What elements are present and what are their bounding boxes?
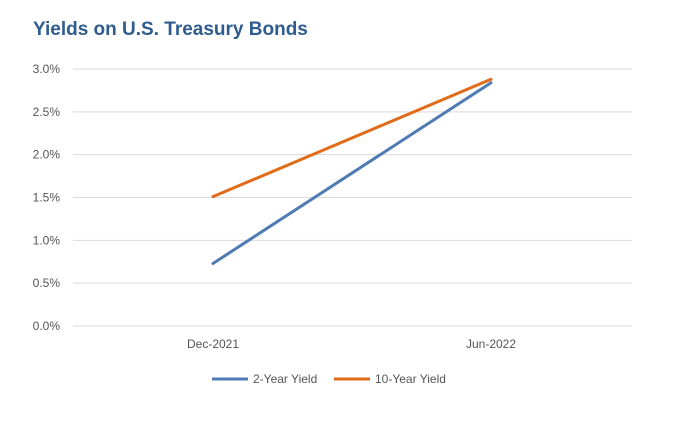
y-axis-ticks: 0.0% 0.5% 1.0% 1.5% 2.0% 2.5% 3.0% — [33, 62, 61, 333]
grid-lines — [73, 68, 632, 327]
series-line-2 — [211, 77, 493, 199]
x-axis-ticks: Dec-2021 Jun-2022 — [187, 337, 516, 351]
y-tick-label: 2.0% — [33, 148, 61, 162]
y-tick-label: 1.0% — [33, 233, 61, 247]
series-line-1 — [211, 81, 493, 265]
x-tick-label: Dec-2021 — [187, 337, 239, 351]
series-lines — [211, 77, 493, 265]
y-tick-label: 0.0% — [33, 319, 61, 333]
y-tick-label: 0.5% — [33, 276, 61, 290]
y-tick-label: 3.0% — [33, 62, 61, 76]
x-tick-label: Jun-2022 — [466, 337, 516, 351]
y-tick-label: 2.5% — [33, 105, 61, 119]
y-tick-label: 1.5% — [33, 191, 61, 205]
legend-label: 10-Year Yield — [375, 372, 446, 386]
legend-label: 2-Year Yield — [253, 372, 317, 386]
legend: 2-Year Yield 10-Year Yield — [212, 372, 446, 386]
chart-title: Yields on U.S. Treasury Bonds — [33, 19, 308, 40]
